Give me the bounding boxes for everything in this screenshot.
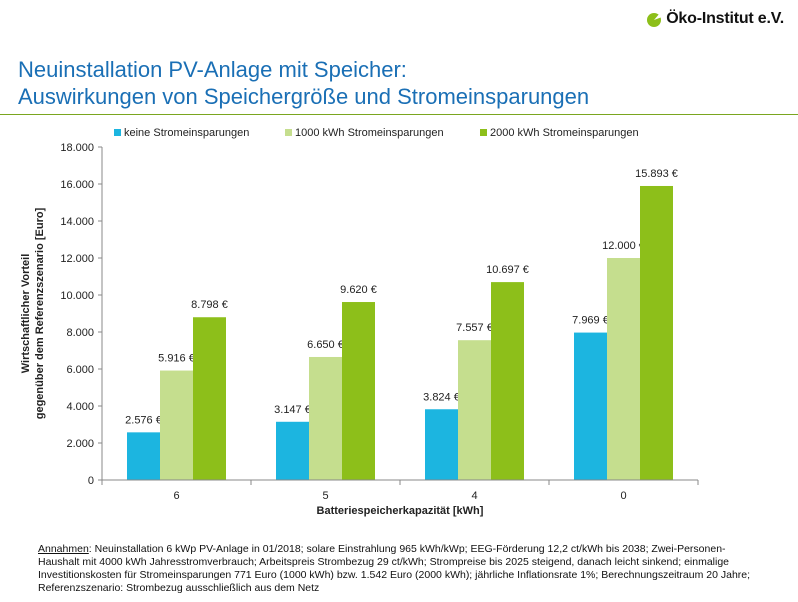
y-axis-label: Wirtschaftlicher Vorteil gegenüber dem Re… xyxy=(20,207,46,419)
y-axis-label-line2: gegenüber dem Referenzszenario [Euro] xyxy=(34,207,46,419)
y-tick-label: 12.000 xyxy=(60,253,94,265)
leaf-logo-icon xyxy=(647,13,663,27)
y-tick-label: 0 xyxy=(88,475,94,487)
bar xyxy=(193,317,226,480)
data-label: 12.000 € xyxy=(602,240,645,252)
y-tick-label: 18.000 xyxy=(60,142,94,154)
bar xyxy=(491,282,524,480)
x-tick-label: 4 xyxy=(471,490,477,502)
chart-legend: keine Stromeinsparungen 1000 kWh Stromein… xyxy=(114,127,639,139)
data-label: 5.916 € xyxy=(158,353,195,365)
data-label: 3.147 € xyxy=(274,404,311,416)
data-label: 15.893 € xyxy=(635,168,678,180)
x-tick-label: 6 xyxy=(173,490,179,502)
y-tick-label: 10.000 xyxy=(60,290,94,302)
logo-text: Öko-Institut e.V. xyxy=(666,10,784,27)
bar xyxy=(640,185,673,480)
bar xyxy=(458,340,491,480)
x-tick-label: 0 xyxy=(620,490,626,502)
y-axis-label-line1: Wirtschaftlicher Vorteil xyxy=(20,254,32,374)
y-tick-label: 2.000 xyxy=(66,438,94,450)
y-tick-label: 16.000 xyxy=(60,179,94,191)
data-label: 8.798 € xyxy=(191,299,228,311)
chart-bars: 2.576 € 3.147 € 3.824 € 7.969 € 5.916 € 6.650… xyxy=(125,168,678,480)
assumptions-note: Annahmen: Neuinstallation 6 kWp PV-Anlag… xyxy=(38,543,758,595)
y-tick-label: 14.000 xyxy=(60,216,94,228)
bar xyxy=(160,370,193,480)
assumptions-heading: Annahmen xyxy=(38,543,89,555)
data-label: 7.969 € xyxy=(572,315,609,327)
data-label: 7.557 € xyxy=(456,322,493,334)
x-axis: 6 5 4 0 Batteriespeicherkapazität [kWh] xyxy=(101,479,699,517)
legend-swatch xyxy=(480,129,487,136)
y-tick-label: 6.000 xyxy=(66,364,94,376)
bar-chart: keine Stromeinsparungen 1000 kWh Stromein… xyxy=(20,127,699,517)
x-axis-label: Batteriespeicherkapazität [kWh] xyxy=(317,505,484,517)
legend-swatch xyxy=(285,129,292,136)
assumptions-text: : Neuinstallation 6 kWp PV-Anlage in 01/… xyxy=(38,543,751,594)
title-divider xyxy=(0,114,798,115)
logo: Öko-Institut e.V. xyxy=(645,10,784,28)
y-tick-label: 4.000 xyxy=(66,401,94,413)
data-label: 10.697 € xyxy=(486,264,529,276)
y-axis: 0 2.000 4.000 6.000 8.000 10.000 12.000 14.000 1… xyxy=(20,142,103,487)
bar xyxy=(425,409,458,480)
data-label: 2.576 € xyxy=(125,414,162,426)
bar xyxy=(574,332,607,480)
page-title-line1: Neuinstallation PV-Anlage mit Speicher: xyxy=(18,57,407,82)
x-tick-label: 5 xyxy=(322,490,328,502)
legend-swatch xyxy=(114,129,121,136)
data-label: 6.650 € xyxy=(307,339,344,351)
legend-label: 1000 kWh Stromeinsparungen xyxy=(295,127,444,139)
bar xyxy=(309,356,342,480)
bar xyxy=(607,258,640,480)
bar xyxy=(276,421,309,480)
bar xyxy=(342,302,375,480)
page-title: Neuinstallation PV-Anlage mit Speicher: … xyxy=(18,56,589,110)
y-tick-label: 8.000 xyxy=(66,327,94,339)
data-label: 3.824 € xyxy=(423,391,460,403)
data-label: 9.620 € xyxy=(340,284,377,296)
legend-label: 2000 kWh Stromeinsparungen xyxy=(490,127,639,139)
legend-label: keine Stromeinsparungen xyxy=(124,127,249,139)
page-title-line2: Auswirkungen von Speichergröße und Strom… xyxy=(18,84,590,109)
bar xyxy=(127,432,160,480)
